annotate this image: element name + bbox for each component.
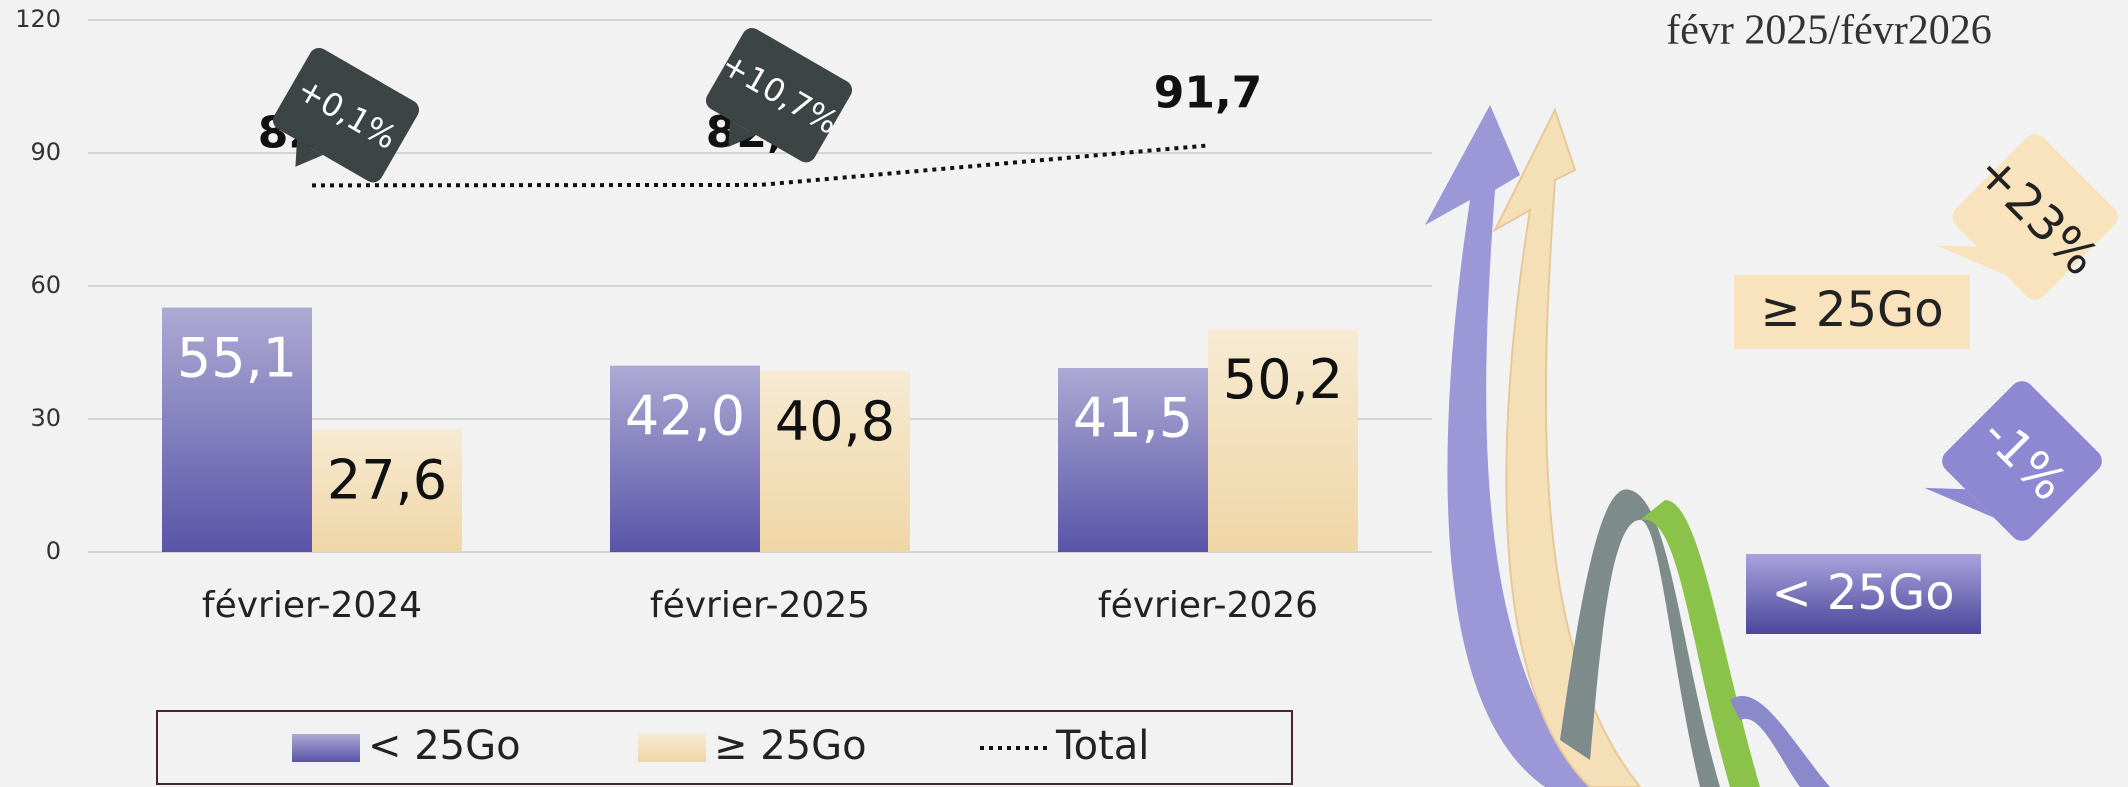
y-tick-label: 120 (15, 5, 61, 33)
legend-shine (292, 734, 360, 762)
value-label: 42,0 (625, 384, 745, 447)
y-tick-label: 60 (30, 271, 61, 299)
x-tick-label: février-2026 (1098, 585, 1318, 626)
low-label: < 25Go (1771, 565, 1954, 621)
legend-label: ≥ 25Go (714, 723, 867, 769)
y-tick-label: 30 (30, 404, 61, 432)
value-label: 50,2 (1223, 348, 1343, 411)
value-label: 41,5 (1073, 387, 1193, 450)
infographic-title: févr 2025/févr2026 (1666, 8, 1991, 54)
legend-shine (638, 734, 706, 762)
x-tick-label: février-2024 (202, 585, 422, 626)
page: 0 30 60 90 120 février-2024 février-2025 févrie… (0, 0, 2128, 787)
total-label: 91,7 (1154, 67, 1263, 118)
y-tick-label: 90 (30, 138, 61, 166)
value-label: 40,8 (775, 390, 895, 453)
x-tick-label: février-2025 (650, 585, 870, 626)
legend-label: Total (1055, 723, 1149, 769)
value-label: 27,6 (327, 448, 447, 511)
legend-label: < 25Go (368, 723, 521, 769)
high-label: ≥ 25Go (1760, 282, 1943, 338)
y-tick-label: 0 (46, 537, 61, 565)
value-label: 55,1 (177, 326, 297, 389)
